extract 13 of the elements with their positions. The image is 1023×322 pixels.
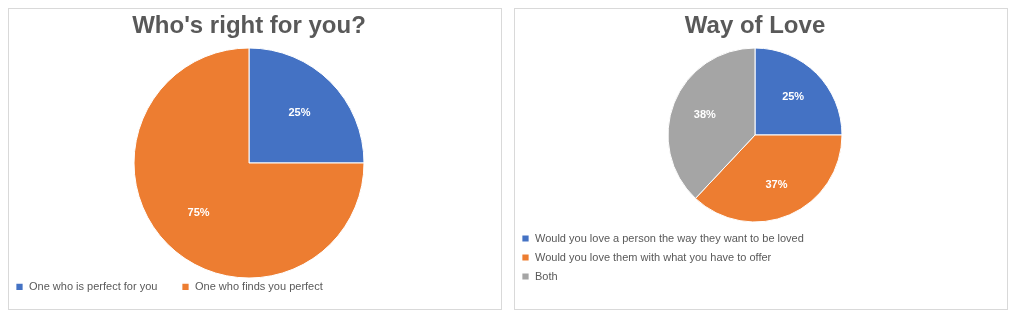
chart-title: Who's right for you? — [132, 11, 366, 38]
legend-label: Both — [535, 269, 558, 282]
chart-title: Way of Love — [684, 11, 826, 38]
legend-label: One who is perfect for you — [29, 279, 158, 292]
legend-label: Would you love them with what you have to offer — [535, 250, 772, 263]
data-label: 38% — [693, 108, 717, 121]
pie-slice — [133, 47, 365, 279]
data-label: 25% — [288, 105, 311, 118]
legend-label: Would you love a person the way they want to be loved — [535, 231, 804, 244]
data-label: 25% — [782, 89, 805, 102]
data-label: 37% — [765, 177, 788, 190]
legend-label: One who finds you perfect — [195, 279, 323, 292]
data-label: 75% — [187, 206, 210, 219]
